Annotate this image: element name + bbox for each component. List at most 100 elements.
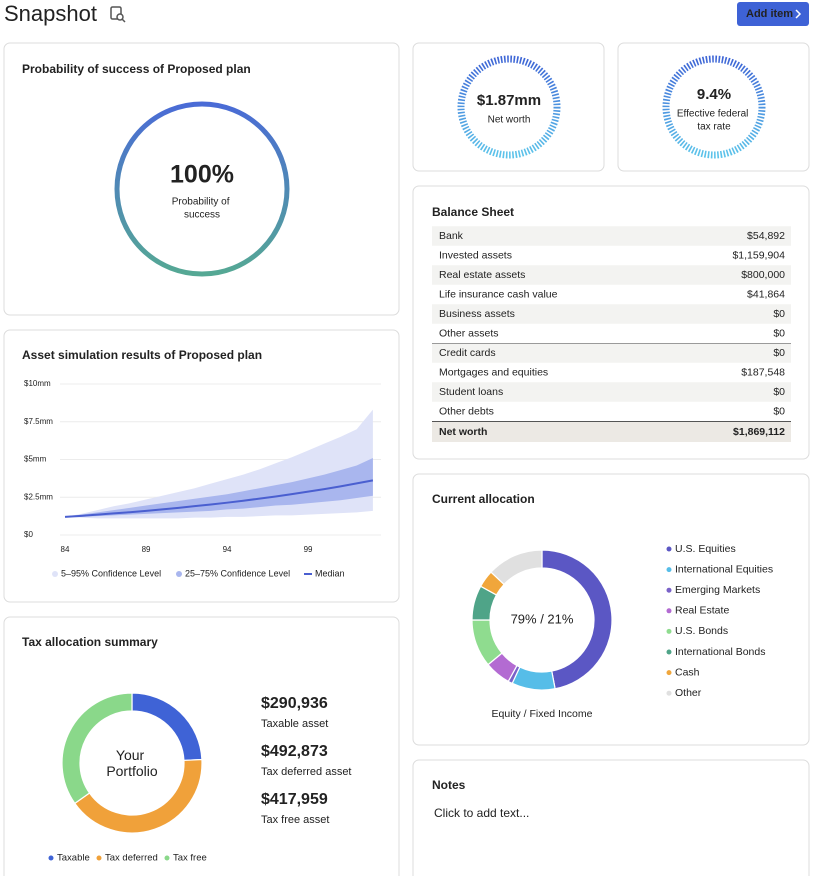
button-bg xyxy=(737,2,809,26)
total-value: $1,869,112 xyxy=(733,426,785,438)
donut-segment xyxy=(490,549,543,586)
card-title: Current allocation xyxy=(432,492,535,506)
y-tick-label: $10mm xyxy=(24,379,51,388)
card-title: Probability of success of Proposed plan xyxy=(22,62,251,76)
row-label: Mortgages and equities xyxy=(439,366,548,378)
button-label: Add item xyxy=(746,8,793,20)
y-tick-label: $5mm xyxy=(24,455,47,464)
card-title: Tax allocation summary xyxy=(22,635,158,649)
card xyxy=(617,42,810,172)
tax-rate-label: Effective federal tax rate xyxy=(677,108,751,132)
total-label: Net worth xyxy=(439,426,487,438)
report-icon xyxy=(110,6,126,23)
x-tick-label: 84 xyxy=(61,545,70,554)
row-label: Invested assets xyxy=(439,249,512,261)
row-stripe xyxy=(432,304,791,324)
row-label: Other assets xyxy=(439,327,499,339)
add-item-button[interactable]: Add item xyxy=(737,2,809,26)
row-label: Business assets xyxy=(439,308,515,320)
card-title: Balance Sheet xyxy=(432,205,514,219)
card xyxy=(3,42,400,316)
row-label: Credit cards xyxy=(439,347,496,359)
legend-label: 25–75% Confidence Level xyxy=(185,568,290,578)
y-tick-label: $2.5mm xyxy=(24,492,53,501)
legend-dot xyxy=(666,546,672,552)
card-title: Asset simulation results of Proposed pla… xyxy=(22,348,262,362)
net-worth-value: $1.87mm xyxy=(477,92,541,109)
card xyxy=(3,616,400,876)
legend-dot xyxy=(48,855,54,861)
x-tick-label: 89 xyxy=(142,545,151,554)
value-description: Tax free asset xyxy=(261,814,329,826)
legend-label: U.S. Bonds xyxy=(675,625,728,637)
legend-dot xyxy=(666,608,672,614)
donut-center-label: Your Portfolio xyxy=(106,747,158,779)
legend-dot xyxy=(52,571,58,577)
legend-label: Cash xyxy=(675,666,700,678)
row-value: $800,000 xyxy=(741,269,785,281)
legend-label: 5–95% Confidence Level xyxy=(61,568,161,578)
card xyxy=(412,759,810,876)
tax-rate-value: 9.4% xyxy=(697,86,731,103)
icon-sheet xyxy=(110,6,122,20)
row-value: $1,159,904 xyxy=(732,249,785,261)
row-label: Other debts xyxy=(439,405,494,417)
donut-caption: Equity / Fixed Income xyxy=(492,708,593,720)
row-stripe xyxy=(432,343,791,363)
median-line xyxy=(64,479,374,518)
row-stripe xyxy=(432,226,791,246)
row-value: $41,864 xyxy=(747,288,785,300)
legend-label: Emerging Markets xyxy=(675,584,760,596)
probability-label: Probability of success xyxy=(172,196,233,220)
row-value: $0 xyxy=(773,308,785,320)
button-chevron xyxy=(795,9,802,19)
row-label: Student loans xyxy=(439,386,503,398)
donut-center-label: 79% / 21% xyxy=(511,611,574,626)
legend-label: Other xyxy=(675,687,702,699)
y-tick-label: $7.5mm xyxy=(24,417,53,426)
row-value: $0 xyxy=(773,347,785,359)
card-title: Notes xyxy=(432,778,466,792)
icon-handle xyxy=(121,18,126,23)
row-value: $0 xyxy=(773,405,785,417)
donut-segment xyxy=(61,692,133,805)
icon-lens xyxy=(116,13,124,21)
legend-label: International Equities xyxy=(675,563,773,575)
confidence-band xyxy=(65,457,373,517)
legend-label: Taxable xyxy=(57,853,90,864)
value-label: $290,936 xyxy=(261,695,328,712)
legend-dot xyxy=(666,690,672,696)
x-tick-label: 99 xyxy=(304,545,313,554)
y-tick-label: $0 xyxy=(24,530,33,539)
net-worth-label: Net worth xyxy=(488,115,531,126)
row-label: Life insurance cash value xyxy=(439,288,558,300)
value-description: Tax deferred asset xyxy=(261,766,352,778)
row-value: $54,892 xyxy=(747,230,785,242)
page-title: Snapshot xyxy=(4,1,97,26)
dashed-ring xyxy=(457,55,561,159)
legend-dot xyxy=(176,571,182,577)
dashed-ring xyxy=(662,55,766,159)
row-stripe xyxy=(432,382,791,402)
legend-label: Tax deferred xyxy=(105,853,158,864)
value-label: $417,959 xyxy=(261,791,328,808)
row-value: $187,548 xyxy=(741,366,785,378)
legend-dot xyxy=(96,855,102,861)
row-label: Real estate assets xyxy=(439,269,525,281)
legend-label: U.S. Equities xyxy=(675,543,736,555)
probability-value: 100% xyxy=(170,161,234,189)
notes-placeholder[interactable]: Click to add text... xyxy=(434,806,529,820)
row-stripe xyxy=(432,265,791,285)
legend-dot xyxy=(666,567,672,573)
legend-label: International Bonds xyxy=(675,646,765,658)
row-value: $0 xyxy=(773,327,785,339)
card xyxy=(3,329,400,603)
probability-ring xyxy=(114,101,290,277)
legend-dot xyxy=(666,628,672,634)
legend-label: Tax free xyxy=(173,853,207,864)
row-label: Bank xyxy=(439,230,464,242)
legend-dot xyxy=(666,670,672,676)
card xyxy=(412,42,605,172)
